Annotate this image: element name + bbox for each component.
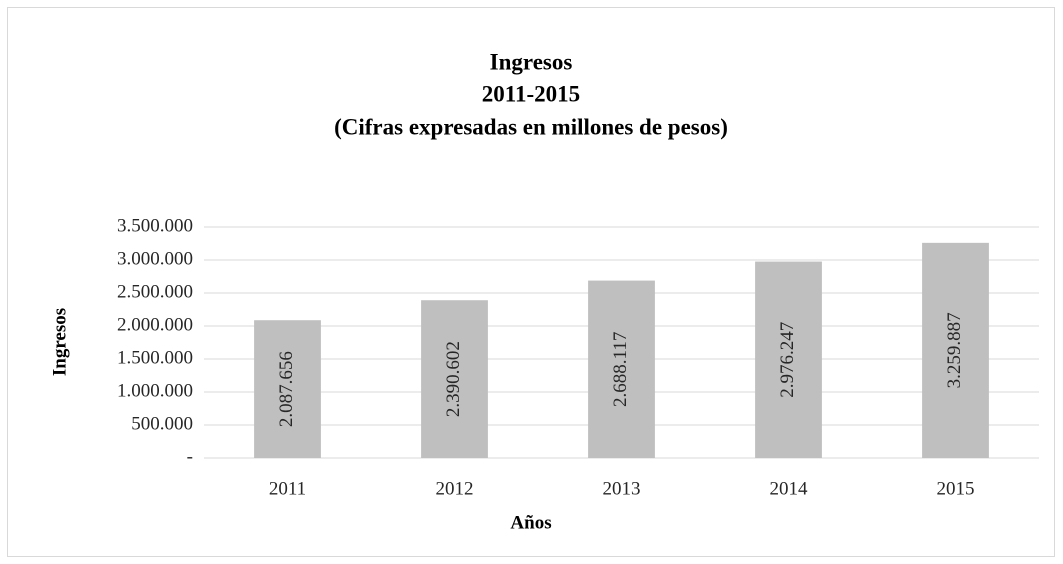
y-tick-label: 3.500.000 [117,215,193,236]
y-tick-label: 2.000.000 [117,314,193,335]
y-tick-label: - [187,446,193,467]
y-tick-label: 500.000 [131,413,193,434]
bar [755,261,822,458]
y-tick-label: 2.500.000 [117,281,193,302]
bar [922,242,989,458]
y-tick-label: 1.500.000 [117,347,193,368]
bar [254,320,321,458]
x-tick-label: 2014 [770,478,809,499]
chart-title: 2011-2015 [482,81,580,106]
chart-title: (Cifras expresadas en millones de pesos) [334,114,728,139]
y-tick-label: 1.000.000 [117,380,193,401]
bar [588,280,655,458]
data-label: 3.259.887 [944,312,965,388]
chart-title: Ingresos [490,49,573,74]
x-tick-label: 2011 [269,478,306,499]
x-tick-label: 2013 [603,478,641,499]
x-axis-title: Años [510,512,551,533]
bar [421,300,488,458]
y-axis-title: Ingresos [49,308,70,376]
data-label: 2.087.656 [276,351,297,427]
x-tick-label: 2015 [937,478,975,499]
y-tick-label: 3.000.000 [117,248,193,269]
x-tick-label: 2012 [436,478,474,499]
chart-border [7,7,1055,557]
data-label: 2.688.117 [610,332,631,407]
data-label: 2.390.602 [443,341,464,417]
data-label: 2.976.247 [777,322,798,398]
